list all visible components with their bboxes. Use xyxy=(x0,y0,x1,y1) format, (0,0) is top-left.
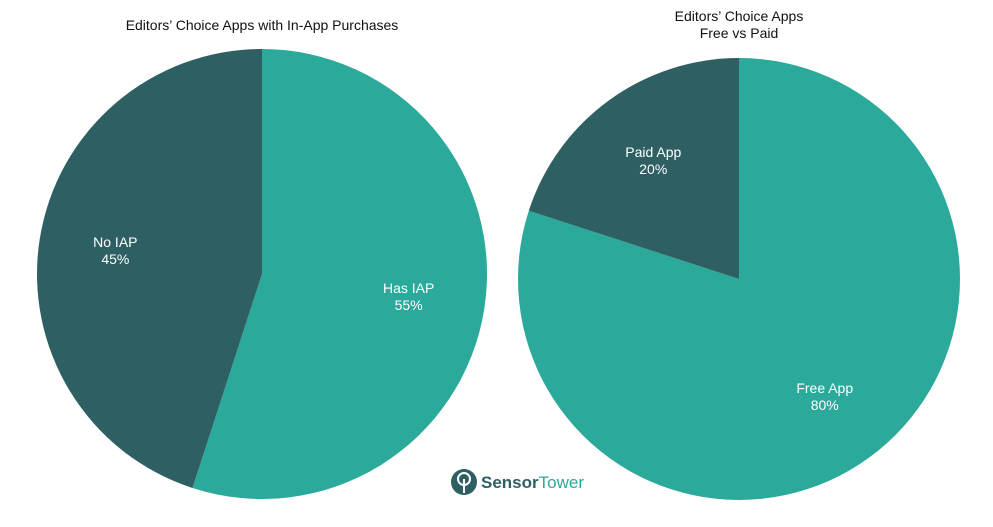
slice-percent-label: 45% xyxy=(101,251,129,267)
chart-title: Editors’ Choice Apps xyxy=(675,8,804,24)
pie-slice-has-iap xyxy=(192,49,488,499)
slice-category-label: No IAP xyxy=(93,234,137,250)
slice-percent-label: 80% xyxy=(811,397,839,413)
chart-title: Editors’ Choice Apps with In-App Purchas… xyxy=(126,17,399,33)
pie-slice-paid-app xyxy=(528,58,739,279)
chart-free-vs-paid: Editors’ Choice Apps Free vs Paid Free A… xyxy=(518,8,961,501)
slice-percent-label: 55% xyxy=(395,297,423,313)
logo-wordmark: SensorTower xyxy=(481,473,584,492)
slice-category-label: Has IAP xyxy=(383,280,434,296)
chart-iap: Editors’ Choice Apps with In-App Purchas… xyxy=(37,17,488,499)
chart-subtitle: Free vs Paid xyxy=(700,25,779,41)
pie-slices xyxy=(518,58,961,501)
pie-slices xyxy=(37,48,488,499)
slice-category-label: Paid App xyxy=(625,144,681,160)
sensor-tower-logo: SensorTower xyxy=(451,469,584,495)
slice-percent-label: 20% xyxy=(639,161,667,177)
logo-word-sensor: Sensor xyxy=(481,473,539,492)
slice-category-label: Free App xyxy=(796,380,853,396)
pie-slice-no-iap xyxy=(37,48,262,488)
logo-word-tower: Tower xyxy=(539,473,585,492)
